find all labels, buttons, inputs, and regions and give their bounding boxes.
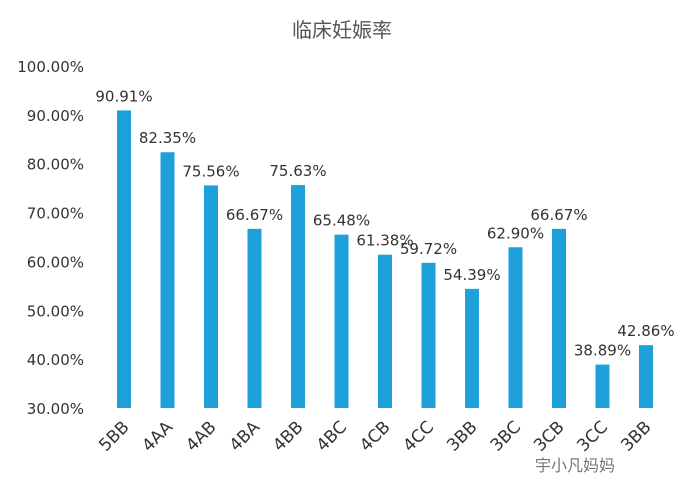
x-tick-label: 3BC [487, 417, 525, 455]
y-tick-label: 60.00% [27, 253, 84, 271]
y-tick-label: 30.00% [27, 400, 84, 418]
x-tick-label: 3CB [530, 417, 568, 455]
data-label: 61.38% [356, 232, 413, 250]
x-tick-label: 4CC [399, 417, 438, 456]
bar [334, 234, 349, 408]
data-label: 75.56% [182, 162, 239, 180]
data-label: 75.63% [269, 162, 326, 180]
x-tick-label: 5BB [95, 417, 133, 455]
x-tick-label: 4BC [313, 417, 351, 455]
y-tick-label: 100.00% [17, 58, 84, 76]
y-tick-label: 80.00% [27, 156, 84, 174]
data-label: 62.90% [487, 224, 544, 242]
data-label: 66.67% [226, 206, 283, 224]
x-tick-label: 4AA [138, 417, 177, 456]
x-tick-label: 4AB [182, 417, 220, 455]
data-label: 82.35% [139, 129, 196, 147]
data-label: 42.86% [617, 322, 674, 340]
bar [552, 228, 566, 408]
bar [160, 152, 175, 408]
data-label: 90.91% [95, 87, 152, 105]
data-label: 54.39% [443, 266, 500, 284]
bar [247, 228, 262, 408]
bar [204, 185, 218, 408]
bar [378, 254, 392, 408]
y-tick-label: 50.00% [27, 302, 84, 320]
x-tick-label: 3BB [443, 417, 481, 455]
watermark-text: 宇小凡妈妈 [535, 456, 616, 475]
data-label: 38.89% [574, 342, 631, 360]
x-tick-label: 4CB [356, 417, 394, 455]
bar [117, 110, 131, 409]
bar [595, 364, 610, 408]
bar [639, 345, 653, 408]
data-label: 66.67% [530, 206, 587, 224]
y-tick-label: 90.00% [27, 107, 84, 125]
y-tick-label: 40.00% [27, 351, 84, 369]
data-label: 65.48% [313, 212, 370, 230]
bar [508, 247, 523, 408]
chart-title: 临床妊娠率 [292, 18, 392, 42]
x-tick-label: 4BB [269, 417, 307, 455]
bar [465, 288, 479, 408]
bar [421, 262, 436, 408]
y-tick-label: 70.00% [27, 205, 84, 223]
x-tick-label: 4BA [226, 417, 265, 456]
data-label: 59.72% [400, 240, 457, 258]
bar [291, 185, 305, 408]
x-tick-label: 3CC [573, 417, 612, 456]
x-tick-label: 3BB [617, 417, 655, 455]
